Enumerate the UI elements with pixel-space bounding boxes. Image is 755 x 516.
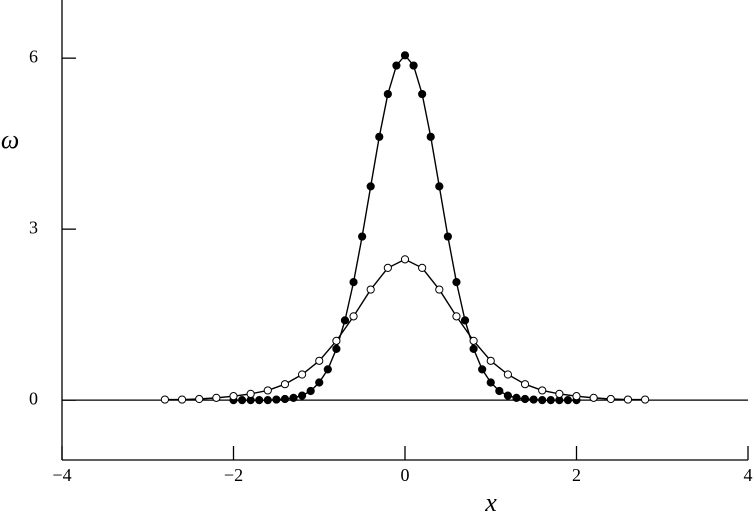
- marker: [358, 232, 367, 241]
- marker: [289, 393, 298, 402]
- marker: [246, 389, 255, 398]
- marker: [409, 61, 418, 70]
- marker: [375, 132, 384, 141]
- marker: [280, 380, 290, 389]
- x-tick-label: −2: [224, 465, 243, 485]
- marker: [272, 395, 281, 404]
- marker: [418, 89, 427, 99]
- marker: [529, 395, 538, 404]
- marker: [426, 132, 435, 141]
- marker: [315, 378, 324, 387]
- marker: [606, 394, 615, 404]
- marker: [315, 356, 324, 365]
- y-axis-label: ω: [1, 125, 19, 154]
- marker: [263, 396, 272, 405]
- marker: [495, 386, 504, 396]
- marker: [392, 61, 401, 70]
- marker: [486, 356, 495, 365]
- marker: [160, 395, 169, 404]
- marker: [332, 344, 341, 353]
- marker: [520, 394, 530, 404]
- marker: [512, 393, 521, 402]
- marker: [503, 370, 512, 379]
- marker: [520, 380, 530, 389]
- marker: [349, 278, 358, 287]
- x-tick-label: 4: [744, 465, 753, 485]
- marker: [366, 285, 375, 294]
- marker: [538, 396, 547, 405]
- y-tick-label: 0: [29, 388, 38, 408]
- y-tick-label: 3: [29, 217, 38, 237]
- marker: [555, 389, 564, 398]
- marker: [469, 336, 478, 345]
- marker: [212, 393, 221, 402]
- marker: [366, 182, 375, 191]
- marker: [478, 365, 487, 374]
- marker: [340, 316, 350, 325]
- marker: [323, 365, 332, 374]
- marker: [298, 391, 307, 400]
- marker: [435, 182, 444, 191]
- marker: [572, 392, 581, 401]
- marker: [503, 391, 512, 400]
- marker: [435, 285, 444, 294]
- marker: [306, 386, 315, 396]
- marker: [237, 396, 247, 405]
- marker: [195, 394, 204, 404]
- marker: [400, 51, 410, 60]
- marker: [418, 263, 427, 273]
- marker: [177, 395, 187, 404]
- curve: [233, 54, 577, 401]
- marker: [229, 392, 238, 401]
- marker: [546, 396, 555, 405]
- marker: [332, 336, 341, 345]
- marker: [623, 395, 633, 404]
- marker: [298, 370, 307, 379]
- marker: [563, 396, 573, 405]
- x-axis-label: x: [484, 488, 497, 516]
- marker: [400, 255, 410, 264]
- x-tick-label: 2: [572, 465, 581, 485]
- marker: [641, 395, 650, 404]
- marker: [452, 312, 461, 321]
- marker: [589, 393, 598, 402]
- marker: [460, 316, 470, 325]
- marker: [486, 378, 495, 387]
- marker: [383, 89, 392, 99]
- marker: [469, 344, 478, 353]
- marker: [280, 394, 290, 404]
- marker: [383, 263, 392, 273]
- marker: [538, 386, 547, 395]
- marker: [255, 396, 264, 405]
- x-tick-label: 0: [401, 465, 410, 485]
- marker: [349, 312, 358, 321]
- x-tick-label: −4: [52, 465, 71, 485]
- marker: [263, 386, 272, 395]
- y-tick-label: 6: [29, 46, 38, 66]
- marker: [452, 278, 461, 287]
- marker: [443, 232, 452, 241]
- curve: [164, 258, 646, 401]
